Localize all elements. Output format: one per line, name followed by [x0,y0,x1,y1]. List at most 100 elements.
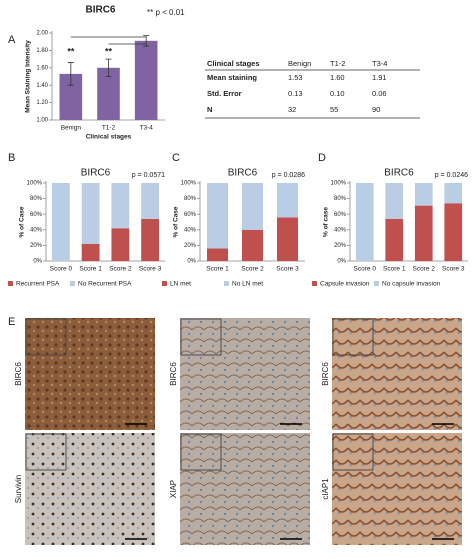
table-header: Benign [288,59,311,68]
panel-label: B [8,152,15,164]
y-axis-label: % of case [323,207,330,237]
legend-swatch [8,281,13,286]
inset [180,433,222,471]
image-label: BIRC6 [169,362,178,386]
legend-label: No Recurrent PSA [78,281,132,288]
x-tick-label: Score 1 [79,266,102,273]
bar-segment [207,248,228,261]
inset [25,318,67,356]
y-tick-label: 1.00 [36,118,48,124]
table-header: T1-2 [330,59,345,68]
bar-segment [207,183,228,249]
annotation: ** [67,46,75,56]
image-label: BIRC6 [321,362,330,386]
error-bar [105,58,112,77]
image-label: cIAP1 [321,478,330,500]
y-tick-label: 40% [184,227,197,233]
x-axis-label: Clinical stages [86,134,132,141]
inset-border [180,318,222,356]
table-header: Clinical stages [207,59,260,68]
x-tick-label: Score 2 [109,266,132,273]
bar [134,40,158,120]
table-cell: 55 [330,105,338,114]
bar-segment [141,218,160,261]
y-axis-label: % of Case [19,206,26,237]
inset [25,433,67,471]
image-label: XIAP [169,480,178,498]
x-tick-label: Score 3 [139,266,162,273]
table-cell: 0.06 [372,89,387,98]
inset-border [25,433,67,471]
legend-label: Recurrent PSA [16,281,60,288]
x-tick-label: Score 0 [50,266,73,273]
table-cell: 90 [372,105,380,114]
bar-segment [385,183,404,219]
y-tick-label: 1.40 [36,83,48,89]
bar-segment [242,229,263,261]
y-tick-label: 40% [30,227,43,233]
y-tick-label: 100% [27,181,43,187]
y-tick-label: 80% [334,196,347,202]
legend-label: LN met [170,281,191,288]
legend-swatch [162,281,167,286]
x-tick-label: Score 1 [383,266,406,273]
y-tick-label: 20% [184,243,197,249]
y-tick-label: 80% [30,196,43,202]
chart-title: BIRC6 [81,168,111,179]
y-tick-label: 100% [181,181,197,187]
table-cell: 1.91 [372,73,387,82]
inset [332,318,374,356]
bar-segment [111,228,130,261]
annotation: p = 0.0246 [435,172,468,179]
bar-segment [81,183,100,244]
chart-title: BIRC6 [384,168,414,179]
annotation: p = 0.0286 [272,172,305,179]
inset [332,433,374,471]
table-cell: N [207,105,212,114]
bar-segment [81,243,100,261]
legend-label: No LN met [232,281,263,288]
y-tick-label: 60% [30,212,43,218]
x-tick-label: T1-2 [102,125,116,132]
x-tick-label: Benign [61,125,82,132]
x-tick-label: Score 2 [241,266,264,273]
x-tick-label: Score 2 [413,266,436,273]
bar-segment [111,183,130,229]
error-bar [143,35,150,47]
table-cell: Mean staining [207,73,257,82]
image-label: BIRC6 [14,362,23,386]
y-tick-label: 60% [334,212,347,218]
y-tick-label: 2.00 [36,31,48,37]
inset-border [25,318,67,356]
panel-label: C [172,152,180,164]
legend-swatch [374,281,379,286]
legend-swatch [224,281,229,286]
y-tick-label: 60% [184,212,197,218]
chart-title: BIRC6 [228,168,258,179]
legend-label: No capsule invasion [382,281,441,288]
annotation: ** [105,46,113,56]
y-tick-label: 100% [331,181,347,187]
panel-label: D [318,152,326,164]
bar-segment [51,183,70,261]
y-tick-label: 1.60 [36,65,48,71]
y-tick-label: 20% [30,243,43,249]
bar-segment [242,183,263,230]
legend-label: Capsule invasion [320,281,370,288]
inset-border [332,318,374,356]
bar-segment [414,183,433,206]
bar-segment [277,217,298,261]
bar-segment [141,183,160,219]
bar-segment [385,218,404,261]
bar-segment [444,203,463,261]
y-tick-label: 0% [187,259,196,265]
y-tick-label: 80% [184,196,197,202]
table-cell: 0.10 [330,89,345,98]
x-tick-label: Score 1 [206,266,229,273]
inset-border [332,433,374,471]
y-axis-label: Mean Staining Intensity [25,40,32,113]
legend-swatch [312,281,317,286]
inset [180,318,222,356]
error-bar [67,62,74,86]
